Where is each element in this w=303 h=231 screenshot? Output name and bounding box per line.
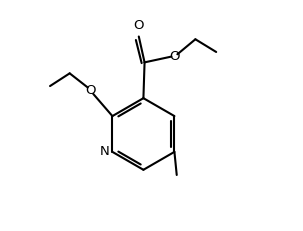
Text: N: N [100,145,110,158]
Text: O: O [134,19,144,32]
Text: O: O [85,84,96,97]
Text: O: O [169,50,180,63]
